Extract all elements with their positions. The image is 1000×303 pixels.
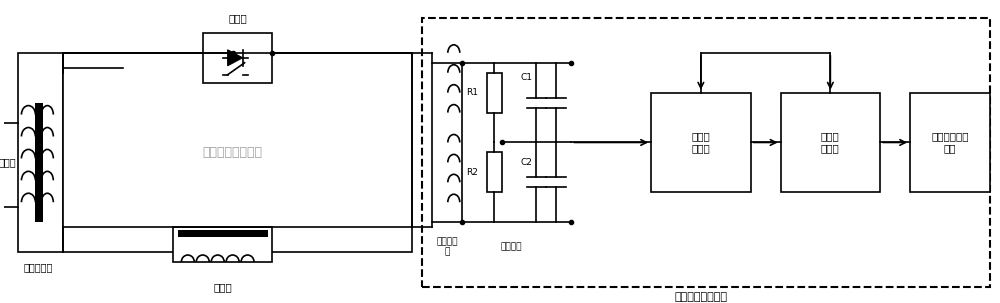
FancyBboxPatch shape: [487, 73, 502, 113]
Text: R2: R2: [466, 168, 478, 177]
Text: 信号集中处理
模块: 信号集中处理 模块: [931, 132, 969, 153]
Text: 电流计量二次回路: 电流计量二次回路: [203, 146, 263, 159]
Text: 信号采
样模块: 信号采 样模块: [821, 132, 840, 153]
FancyBboxPatch shape: [435, 88, 443, 207]
FancyBboxPatch shape: [178, 230, 268, 237]
Text: R1: R1: [466, 88, 478, 97]
Text: 一次侧: 一次侧: [0, 157, 16, 167]
Text: 耦合电路: 耦合电路: [501, 243, 522, 251]
Text: 耦合互感
器: 耦合互感 器: [436, 237, 458, 257]
Polygon shape: [228, 50, 243, 66]
FancyBboxPatch shape: [18, 53, 63, 252]
FancyBboxPatch shape: [432, 63, 462, 222]
FancyBboxPatch shape: [910, 93, 990, 192]
Text: 电能表: 电能表: [213, 282, 232, 292]
FancyBboxPatch shape: [203, 33, 272, 83]
FancyBboxPatch shape: [63, 53, 412, 252]
FancyBboxPatch shape: [651, 93, 751, 192]
Text: 信号调
理模块: 信号调 理模块: [691, 132, 710, 153]
FancyBboxPatch shape: [35, 103, 43, 222]
Text: C1: C1: [521, 73, 533, 82]
Text: C2: C2: [521, 158, 532, 167]
Text: 电流互感器: 电流互感器: [24, 262, 53, 272]
FancyBboxPatch shape: [422, 18, 990, 287]
FancyBboxPatch shape: [781, 93, 880, 192]
Text: 整流器: 整流器: [228, 13, 247, 23]
FancyBboxPatch shape: [487, 152, 502, 192]
FancyBboxPatch shape: [173, 227, 272, 262]
Text: 本发明的检测系统: 本发明的检测系统: [674, 292, 727, 302]
